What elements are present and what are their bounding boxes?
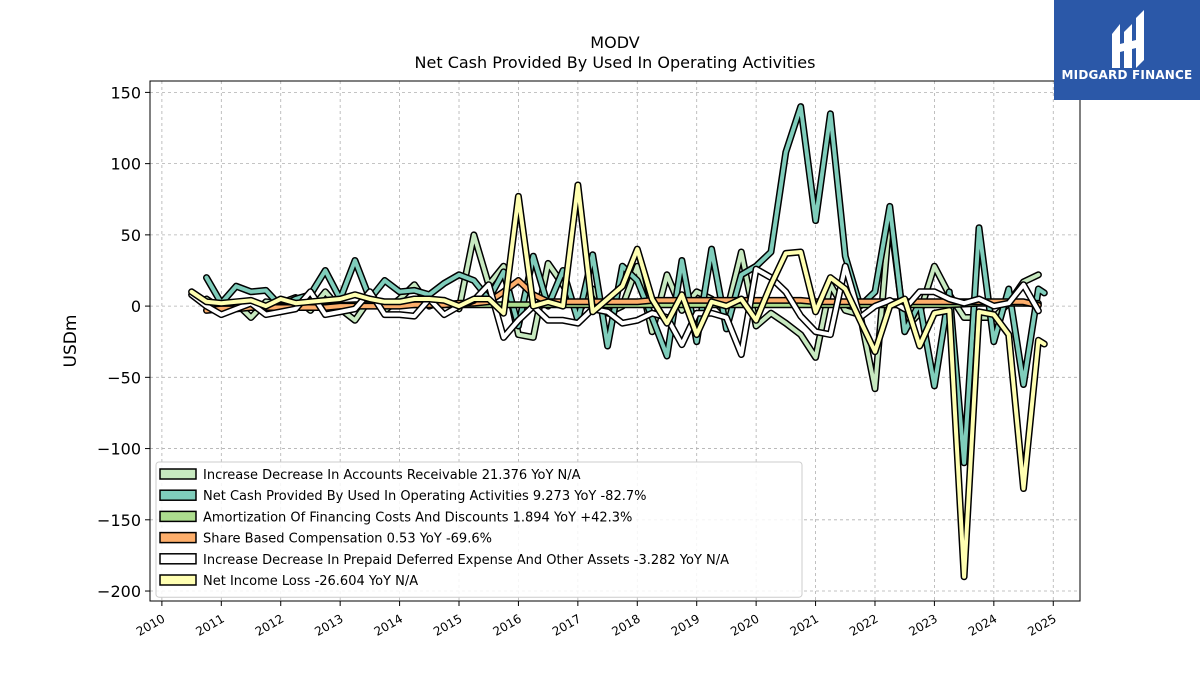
legend-swatch — [159, 574, 197, 586]
y-tick-label: −200 — [97, 582, 141, 601]
y-axis-label: USDm — [61, 315, 81, 368]
x-tick-label: 2015 — [431, 611, 464, 638]
legend-swatch — [159, 531, 197, 544]
x-tick-label: 2014 — [372, 611, 405, 638]
brand-logo: MIDGARD FINANCE — [1054, 0, 1200, 100]
plot-frame — [149, 80, 1081, 602]
x-tick-label: 2011 — [193, 611, 226, 638]
y-tick-label: −100 — [97, 440, 141, 459]
legend-entry: Amortization Of Financing Costs And Disc… — [203, 510, 632, 525]
x-tick-label: 2010 — [134, 611, 167, 638]
x-tick-label: 2018 — [609, 611, 642, 638]
y-tick-label: 0 — [131, 297, 141, 316]
series-5 — [188, 181, 1048, 581]
legend-swatch — [159, 510, 197, 523]
chart-subtitle: Net Cash Provided By Used In Operating A… — [415, 53, 816, 72]
legend-box — [155, 461, 803, 598]
y-tick-label: 100 — [110, 155, 141, 174]
x-tick-label: 2025 — [1025, 611, 1058, 638]
legend-entry: Share Based Compensation 0.53 YoY -69.6% — [203, 532, 492, 547]
legend-entry: Net Cash Provided By Used In Operating A… — [203, 489, 646, 504]
x-tick-label: 2022 — [847, 611, 880, 638]
legend: Increase Decrease In Accounts Receivable… — [155, 461, 803, 598]
x-tick-label: 2020 — [728, 611, 761, 638]
legend-swatch — [159, 468, 197, 480]
x-tick-label: 2023 — [906, 611, 939, 638]
chart-title: MODV — [590, 33, 639, 52]
legend-entry: Net Income Loss -26.604 YoY N/A — [203, 574, 418, 589]
x-tick-label: 2012 — [253, 611, 286, 638]
legend-entry: Increase Decrease In Accounts Receivable… — [203, 468, 581, 483]
x-tick-label: 2013 — [312, 611, 345, 638]
x-tick-label: 2017 — [550, 611, 583, 638]
legend-swatch — [159, 489, 197, 501]
logo-text: MIDGARD FINANCE — [1061, 68, 1193, 82]
y-tick-label: −50 — [107, 368, 141, 387]
legend-swatch — [159, 553, 197, 565]
series-lines — [188, 103, 1048, 581]
x-tick-label: 2024 — [966, 611, 999, 638]
y-tick-label: −150 — [97, 511, 141, 530]
y-tick-label: 150 — [110, 83, 141, 102]
x-tick-label: 2016 — [490, 611, 523, 638]
x-tick-label: 2021 — [788, 611, 821, 638]
x-tick-label: 2019 — [669, 611, 702, 638]
series-line — [189, 183, 1047, 579]
logo-mark-icon — [1112, 10, 1144, 68]
legend-entry: Increase Decrease In Prepaid Deferred Ex… — [203, 553, 729, 568]
y-tick-label: 50 — [121, 226, 141, 245]
